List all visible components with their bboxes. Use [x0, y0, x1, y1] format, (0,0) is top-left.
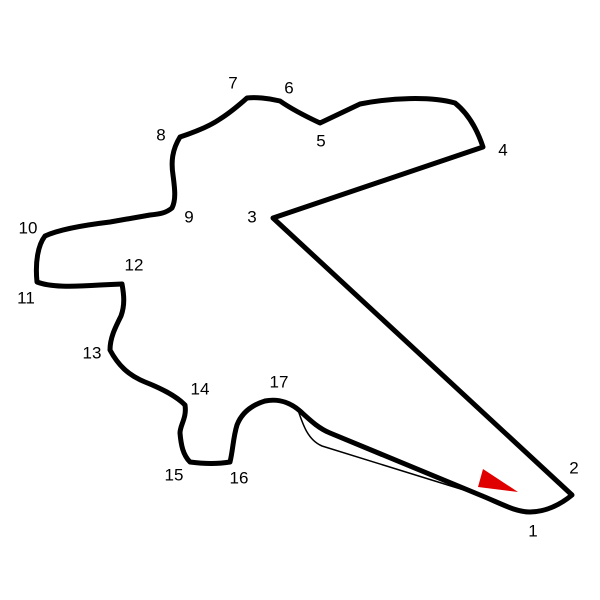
- track: [33, 95, 575, 515]
- corner-label: 14: [191, 379, 210, 398]
- corner-label: 10: [19, 218, 38, 237]
- pit-lane: [297, 409, 481, 496]
- corner-labels: 1 2 3 4 5 6 7 8 9 10 11 12 13 14 15 16 1…: [17, 73, 579, 540]
- corner-label: 8: [156, 125, 165, 144]
- corner-label: 13: [83, 343, 102, 362]
- corner-label: 9: [184, 207, 193, 226]
- corner-label: 17: [270, 372, 289, 391]
- start-arrow: [478, 469, 518, 492]
- corner-label: 4: [498, 140, 507, 159]
- corner-label: 12: [125, 255, 144, 274]
- corner-label: 5: [316, 131, 325, 150]
- corner-label: 2: [569, 458, 578, 477]
- corner-label: 15: [165, 465, 184, 484]
- corner-label: 3: [247, 207, 256, 226]
- corner-label: 11: [17, 288, 35, 307]
- corner-label: 6: [284, 78, 293, 97]
- corner-label: 7: [228, 73, 237, 92]
- corner-label: 1: [528, 521, 537, 540]
- corner-label: 16: [230, 468, 249, 487]
